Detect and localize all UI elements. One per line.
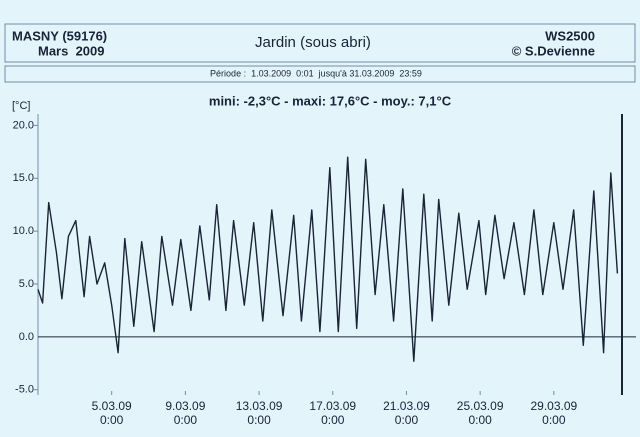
x-tick-time: 0:00: [542, 413, 566, 427]
y-tick-label: 5.0: [19, 278, 34, 290]
x-tick-label: 5.03.09: [92, 399, 132, 413]
x-tick-label: 17.03.09: [309, 399, 356, 413]
chart-title: mini: -2,3°C - maxi: 17,6°C - moy.: 7,1°…: [209, 93, 452, 108]
y-tick-label: -5.0: [15, 384, 34, 396]
x-tick-label: 25.03.09: [457, 399, 504, 413]
y-tick-label: 15.0: [13, 172, 34, 184]
y-tick-label: 10.0: [13, 225, 34, 237]
header-box: [4, 23, 636, 63]
x-tick-time: 0:00: [100, 413, 124, 427]
x-tick-label: 29.03.09: [530, 399, 577, 413]
y-tick-label: 0.0: [19, 331, 34, 343]
x-tick-time: 0:00: [321, 413, 345, 427]
station: MASNY (59176): [12, 28, 107, 43]
y-axis-label: [°C]: [12, 100, 30, 112]
period-box: [4, 65, 636, 83]
x-tick-time: 0:00: [247, 413, 271, 427]
x-tick-time: 0:00: [468, 413, 492, 427]
x-tick-time: 0:00: [174, 413, 198, 427]
x-tick-label: 9.03.09: [165, 399, 205, 413]
y-tick-label: 20.0: [13, 119, 34, 131]
x-tick-label: 21.03.09: [383, 399, 430, 413]
x-tick-label: 13.03.09: [236, 399, 283, 413]
month: Mars 2009: [38, 43, 105, 58]
temperature-line: [37, 156, 619, 362]
location: Jardin (sous abri): [255, 34, 371, 51]
period: Période : 1.03.2009 0:01 jusqu'à 31.03.2…: [210, 68, 422, 78]
author: © S.Devienne: [512, 43, 595, 58]
device: WS2500: [545, 28, 595, 43]
x-tick-time: 0:00: [395, 413, 419, 427]
